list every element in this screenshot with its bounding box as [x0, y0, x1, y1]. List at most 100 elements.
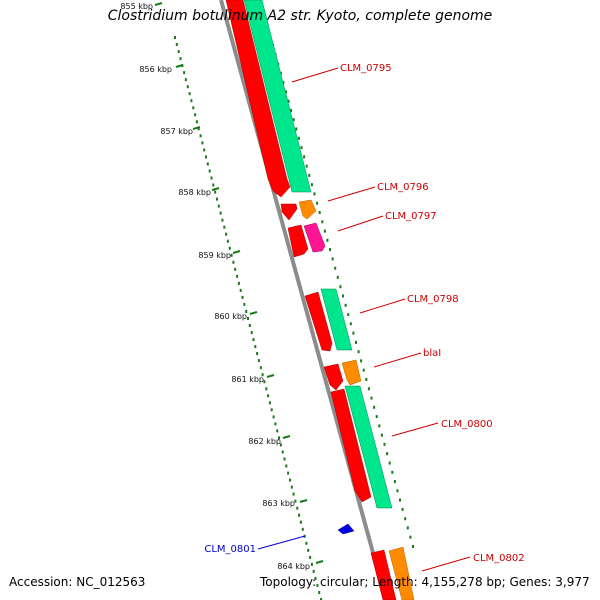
guide-dot [267, 394, 270, 398]
cds-feature-blaI[interactable] [323, 363, 344, 391]
tick-label-859: 859 kbp [198, 251, 231, 260]
guide-dot [290, 108, 293, 112]
guide-dot [321, 220, 324, 224]
guide-dot [274, 422, 277, 426]
guide-dot [197, 127, 200, 131]
guide-dot [299, 520, 302, 524]
guide-dot [323, 229, 326, 233]
gene-label-CLM_0798[interactable]: CLM_0798 [407, 294, 459, 305]
guide-dot [237, 281, 240, 285]
cds-feature-CLM_0797[interactable] [287, 224, 309, 258]
guide-dot [404, 517, 407, 521]
guide-dot [292, 118, 295, 122]
guide-dot [219, 211, 222, 215]
tick-label-860: 860 kbp [214, 312, 247, 321]
tick-857: 857 kbp [160, 126, 201, 136]
guide-dot [216, 197, 218, 201]
orange-feature-1[interactable] [298, 199, 317, 220]
gene-label-blaI[interactable]: blaI [423, 348, 441, 359]
tick-label-863: 863 kbp [262, 499, 295, 508]
guide-dot [203, 148, 206, 152]
guide-dot [263, 380, 266, 384]
pink-feature-1[interactable] [303, 222, 326, 253]
guide-dot [331, 257, 334, 261]
guide-dot [212, 183, 215, 187]
cds-feature-CLM_0795[interactable] [225, 0, 291, 198]
guide-dot [401, 507, 404, 511]
guide-dot [261, 373, 264, 377]
orange-feature-2[interactable] [341, 359, 362, 386]
guide-dot [268, 401, 271, 405]
callout-line-CLM_0795 [291, 67, 339, 83]
guide-dot [175, 43, 178, 46]
guide-dot [362, 368, 365, 372]
tick-860: 860 kbp [214, 311, 258, 321]
green-feature-3[interactable] [344, 385, 393, 509]
guide-dot [174, 36, 176, 39]
guide-dot [214, 190, 217, 194]
tick-855: 855 kbp [120, 2, 163, 11]
guide-dot [256, 352, 259, 356]
guide-dot [228, 246, 231, 250]
guide-dot [320, 598, 322, 600]
cds-feature-CLM_0802[interactable] [370, 549, 397, 600]
orange-feature-3[interactable] [388, 546, 415, 600]
cds-feature-CLM_0800[interactable] [330, 388, 372, 503]
guide-dot [289, 478, 291, 482]
gene-label-CLM_0795[interactable]: CLM_0795 [340, 63, 392, 74]
tick-859: 859 kbp [198, 250, 241, 260]
gene-label-CLM_0802[interactable]: CLM_0802 [473, 553, 525, 564]
genome-title: Clostridium botulinum A2 str. Kyoto, com… [107, 8, 493, 24]
guide-dot [287, 99, 290, 103]
guide-dot [210, 176, 213, 180]
guide-dot [298, 513, 301, 517]
guide-dot [201, 141, 204, 145]
gene-label-CLM_0800[interactable]: CLM_0800 [441, 419, 493, 430]
guide-dot [305, 164, 308, 168]
guide-dot [223, 225, 226, 229]
gene-labels: CLM_0795 CLM_0796 CLM_0797 CLM_0798 blaI… [204, 63, 524, 564]
guide-dot [205, 155, 207, 159]
tick-861: 861 kbp [231, 374, 275, 384]
guide-dot [367, 387, 370, 391]
guide-dot [265, 387, 268, 391]
guide-dot [234, 267, 237, 271]
guide-dot [357, 350, 360, 354]
gene-label-CLM_0801[interactable]: CLM_0801 [204, 544, 256, 555]
gene-label-CLM_0796[interactable]: CLM_0796 [377, 182, 429, 193]
callout-line-CLM_0800 [391, 422, 439, 437]
callout-line-blaI [373, 352, 422, 368]
guide-dot [190, 99, 193, 103]
guide-dot [300, 146, 303, 150]
guide-dot [373, 405, 376, 409]
guide-dot [365, 378, 368, 381]
guide-dot [305, 541, 308, 545]
guide-dot [206, 162, 209, 166]
guide-dot [383, 442, 386, 446]
green-feature-track [243, 0, 393, 509]
guide-dot [336, 275, 339, 279]
guide-dot [303, 155, 306, 159]
dotted-guide-inner [174, 36, 322, 600]
guide-dot [285, 90, 287, 94]
cds-feature-CLM_0796[interactable] [280, 203, 298, 221]
guide-dot [297, 136, 300, 140]
guide-dot [259, 366, 262, 370]
guide-dot [316, 201, 319, 205]
guide-dot [282, 81, 285, 85]
guide-dot [334, 266, 337, 270]
guide-dot [283, 457, 286, 461]
tick-label-861: 861 kbp [231, 375, 264, 384]
cds-feature-CLM_0798[interactable] [304, 291, 333, 352]
green-feature-1[interactable] [243, 0, 312, 193]
guide-dot [285, 464, 288, 468]
guide-dot [307, 548, 310, 552]
guide-dot [399, 498, 401, 502]
green-feature-2[interactable] [320, 288, 353, 351]
guide-dot [294, 499, 297, 503]
guide-dot [281, 450, 284, 454]
cds-feature-CLM_0801[interactable] [337, 523, 355, 535]
guide-dot [230, 253, 233, 257]
guide-dot [312, 569, 315, 573]
gene-label-CLM_0797[interactable]: CLM_0797 [385, 211, 437, 222]
